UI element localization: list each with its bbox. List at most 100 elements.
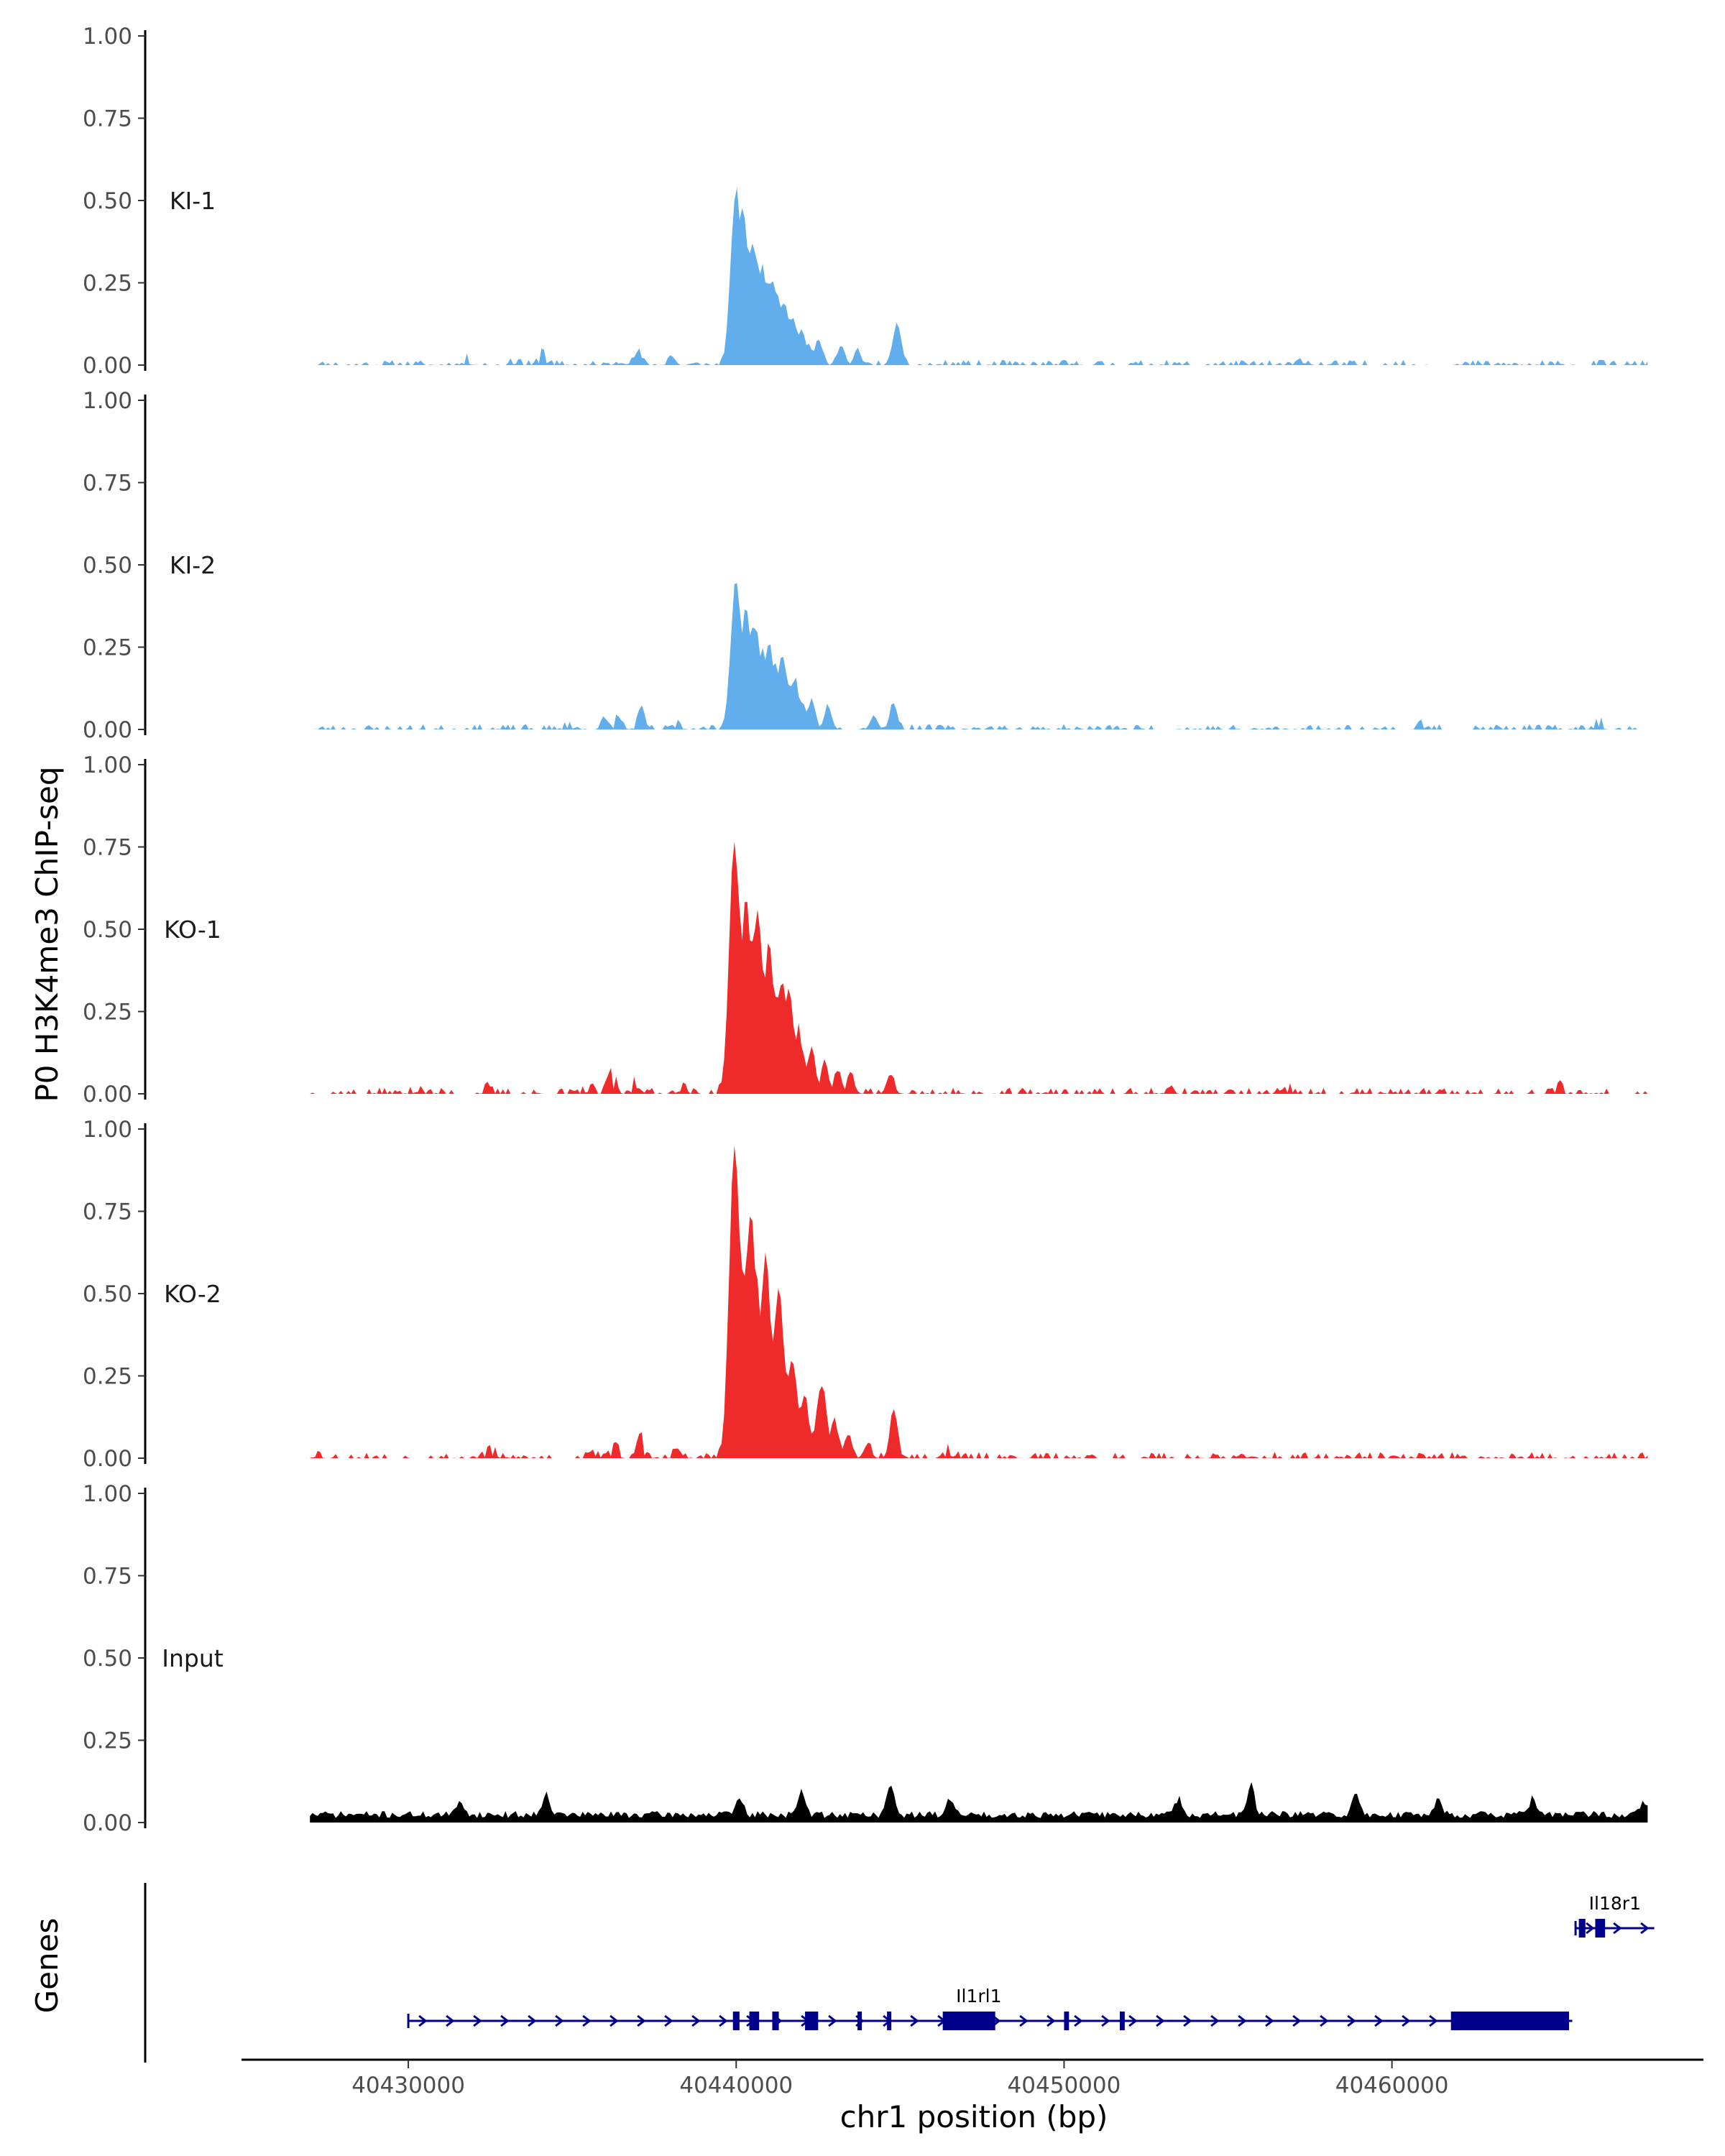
y-tick-label: 0.75 [83,1564,132,1590]
strand-arrow [418,2014,428,2027]
gene-label: Il18r1 [1589,1893,1641,1914]
strand-arrow [582,2014,592,2027]
track-label: KI-1 [170,187,216,215]
y-tick-label: 0.25 [83,1364,132,1390]
y-tick-label: 0.00 [83,353,132,379]
track-ko-2: 0.00 0.25 0.50 0.75 1.00 KO-2 [83,1117,1648,1472]
strand-arrow [637,2014,646,2027]
strand-arrow [500,2014,510,2027]
gene-il1rl1: Il1rl1 [407,1986,1573,2030]
y-tick-label: 0.50 [83,1281,132,1307]
track-label: KI-2 [170,551,216,579]
y-tick-label: 0.25 [83,635,132,661]
strand-arrow [1074,2014,1083,2027]
strand-arrow [1292,2014,1302,2027]
exon [1578,1919,1586,1938]
signal-area-ko-2 [310,1146,1648,1458]
y-tick-label: 0.00 [83,1082,132,1107]
strand-arrow [1265,2014,1274,2027]
strand-arrow [664,2014,673,2027]
y-tick-label: 0.75 [83,106,132,132]
x-tick-label: 40450000 [1008,2073,1121,2099]
strand-arrow [1183,2014,1192,2027]
strand-arrow [1586,1922,1595,1935]
track-label: KO-1 [164,916,221,944]
y-tick-label: 0.50 [83,553,132,579]
x-tick-label: 40440000 [679,2073,793,2099]
exon [1450,2012,1569,2030]
track-label: Input [162,1644,224,1672]
y-tick-label: 0.75 [83,1199,132,1225]
y-tick-label: 0.25 [83,1728,132,1754]
strand-arrow [828,2014,837,2027]
genes-panel-title: Genes [29,1918,65,2014]
strand-arrow [1640,1922,1650,1935]
strand-arrow [1374,2014,1384,2027]
y-tick-label: 0.25 [83,1000,132,1026]
y-tick-label: 0.75 [83,835,132,861]
strand-arrow [910,2014,919,2027]
strand-arrow [1613,1922,1622,1935]
signal-area-ki-1 [310,188,1648,365]
exon [1120,2012,1125,2030]
exon [772,2012,779,2030]
strand-arrow [1347,2014,1356,2027]
exon [857,2012,862,2030]
signal-area-ko-1 [310,842,1648,1094]
strand-arrow [555,2014,564,2027]
exon [805,2012,819,2030]
strand-arrow [691,2014,701,2027]
track-input: 0.00 0.25 0.50 0.75 1.00 Input [83,1481,1648,1836]
track-ki-2: 0.00 0.25 0.50 0.75 1.00 KI-2 [83,388,1648,743]
y-tick-label: 0.00 [83,1446,132,1472]
strand-arrow [1156,2014,1165,2027]
x-axis-title: chr1 position (bp) [840,2099,1108,2134]
gene-il18r1: Il18r1 [1574,1893,1655,1938]
y-tick-label: 0.00 [83,1810,132,1836]
y-tick-label: 0.25 [83,271,132,297]
signal-tracks: 0.00 0.25 0.50 0.75 1.00 KI-1 0.00 0.25 0.50 0.75… [83,24,1648,1836]
strand-arrow [528,2014,537,2027]
x-tick-label: 40460000 [1335,2073,1449,2099]
y-tick-label: 0.50 [83,188,132,214]
strand-arrow [610,2014,619,2027]
strand-arrow [1429,2014,1438,2027]
y-tick-label: 1.00 [83,1117,132,1143]
exon [1595,1919,1606,1938]
y-tick-label: 1.00 [83,24,132,50]
y-tick-label: 1.00 [83,752,132,778]
y-tick-label: 1.00 [83,1481,132,1507]
exon [1064,2012,1070,2030]
strand-arrow [1210,2014,1220,2027]
gene-annotation-panel: Il1rl1 Il18r1 [144,1883,1655,2063]
x-tick-label: 40430000 [351,2073,465,2099]
strand-arrow [1402,2014,1411,2027]
strand-arrow [446,2014,455,2027]
y-tick-label: 0.00 [83,717,132,743]
strand-arrow [1046,2014,1056,2027]
strand-arrow [719,2014,728,2027]
strand-arrow [473,2014,482,2027]
signal-area-input [310,1782,1648,1823]
exon [942,2012,995,2030]
strand-arrow [1019,2014,1029,2027]
y-axis-title: P0 H3K4me3 ChIP-seq [29,766,65,1102]
gene-label: Il1rl1 [956,1986,1001,2007]
x-axis: 40430000 40440000 40450000 40460000 [242,2058,1703,2099]
strand-arrow [1320,2014,1329,2027]
track-label: KO-2 [164,1280,221,1308]
y-tick-label: 0.75 [83,471,132,497]
signal-area-ki-2 [310,583,1648,729]
exon [887,2012,892,2030]
y-tick-label: 1.00 [83,388,132,414]
exon [749,2012,760,2030]
track-ki-1: 0.00 0.25 0.50 0.75 1.00 KI-1 [83,24,1648,379]
exon [732,2012,740,2030]
y-tick-label: 0.50 [83,1646,132,1672]
y-tick-label: 0.50 [83,917,132,943]
strand-arrow [1101,2014,1110,2027]
track-ko-1: 0.00 0.25 0.50 0.75 1.00 KO-1 [83,752,1648,1107]
strand-arrow [1128,2014,1138,2027]
strand-arrow [1238,2014,1247,2027]
